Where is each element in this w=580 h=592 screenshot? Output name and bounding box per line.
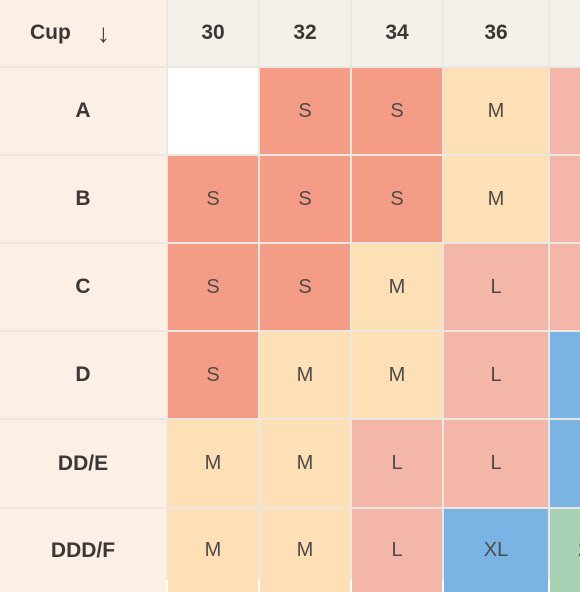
size-cell: S	[168, 332, 258, 418]
size-cell: M	[352, 332, 442, 418]
size-cell: S	[352, 156, 442, 242]
size-cell: M	[444, 156, 548, 242]
size-cell: M	[168, 509, 258, 592]
size-cell	[550, 420, 580, 507]
size-cell	[550, 68, 580, 154]
band-header-32: 32	[260, 0, 350, 66]
size-cell: M	[168, 420, 258, 507]
size-cell: 2	[550, 509, 580, 592]
cup-row-label: DDD/F	[0, 509, 166, 592]
size-cell: L	[352, 509, 442, 592]
size-cell	[550, 244, 580, 330]
size-cell: S	[168, 244, 258, 330]
cup-row-label: DD/E	[0, 420, 166, 507]
cup-column-label: Cup	[30, 21, 71, 44]
cup-row-label: B	[0, 156, 166, 242]
band-header-36: 36	[444, 0, 548, 66]
size-cell: M	[260, 332, 350, 418]
cup-row-label: C	[0, 244, 166, 330]
band-header-34: 34	[352, 0, 442, 66]
cup-row-label: D	[0, 332, 166, 418]
size-cell	[550, 332, 580, 418]
size-cell: S	[168, 156, 258, 242]
size-cell: S	[260, 156, 350, 242]
size-cell: L	[352, 420, 442, 507]
size-cell: S	[260, 244, 350, 330]
size-cell: M	[444, 68, 548, 154]
size-cell: M	[260, 509, 350, 592]
size-cell: M	[352, 244, 442, 330]
size-cell: L	[444, 244, 548, 330]
size-cell: S	[260, 68, 350, 154]
size-cell	[550, 156, 580, 242]
band-header-partial	[550, 0, 580, 66]
band-header-30: 30	[168, 0, 258, 66]
size-cell: L	[444, 420, 548, 507]
size-cell: L	[444, 332, 548, 418]
cup-row-label: A	[0, 68, 166, 154]
size-cell	[168, 68, 258, 154]
header-cup-sort[interactable]: Cup ↓	[0, 0, 166, 66]
size-cell: XL	[444, 509, 548, 592]
size-cell: S	[352, 68, 442, 154]
down-arrow-icon: ↓	[96, 17, 110, 48]
size-cell: M	[260, 420, 350, 507]
